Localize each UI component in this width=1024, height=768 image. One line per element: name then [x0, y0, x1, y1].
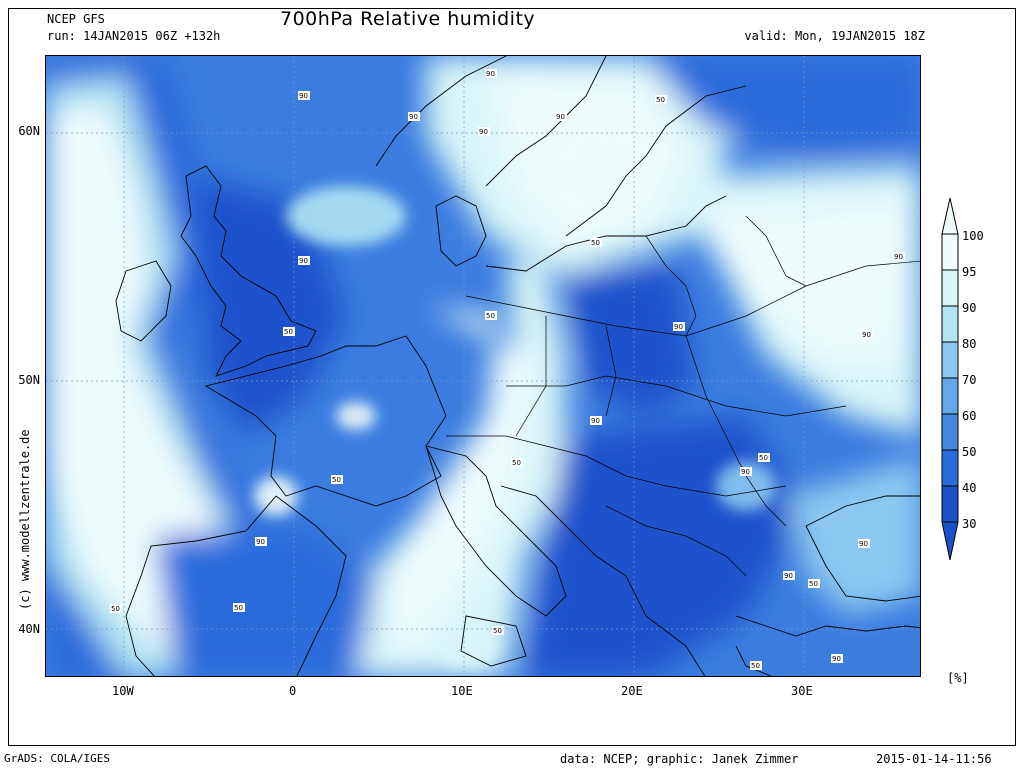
contour-label: 90	[479, 128, 488, 136]
contour-label-bg	[110, 604, 122, 613]
contour-label: 90	[409, 113, 418, 121]
contour-label: 90	[859, 540, 868, 548]
xtick-10w: 10W	[112, 684, 134, 698]
contour-label-bg	[255, 537, 267, 546]
contour-label: 90	[486, 70, 495, 78]
contour-label-bg	[590, 416, 602, 425]
contour-label: 90	[832, 655, 841, 663]
contour-label-bg	[555, 112, 567, 121]
contour-label: 90	[894, 253, 903, 261]
contour-labels: 90 90 90 50 90 90 90 50 90 50 50 90 90 50 90 50 50 90 50 90…	[110, 69, 905, 670]
contour-label: 50	[512, 459, 521, 467]
colorbar-label-40: 40	[962, 481, 977, 495]
contour-label-bg	[492, 626, 504, 635]
ytick-40n: 40N	[18, 622, 40, 636]
contour-label-bg	[783, 571, 795, 580]
contour-label: 50	[486, 312, 495, 320]
colorbar-label-90: 90	[962, 301, 977, 315]
footer-credit: data: NCEP; graphic: Janek Zimmer	[560, 752, 799, 766]
contour-label-bg	[298, 91, 310, 100]
colorbar-scale	[941, 197, 959, 561]
footer-software: GrADS: COLA/IGES	[4, 752, 110, 765]
colorbar-label-100: 100	[962, 229, 984, 243]
contour-label-bg	[485, 69, 497, 78]
contour-label-bg	[808, 579, 820, 588]
contour-label-bg	[740, 467, 752, 476]
contour-label-bg	[408, 112, 420, 121]
contour-label-bg	[861, 330, 873, 339]
contour-label-bg	[758, 453, 770, 462]
contour-label-bg	[858, 539, 870, 548]
contour-label-bg	[590, 238, 602, 247]
colorbar-label-50: 50	[962, 445, 977, 459]
contour-label: 50	[809, 580, 818, 588]
contour-label-bg	[233, 603, 245, 612]
contour-label: 90	[741, 468, 750, 476]
contour-label: 90	[299, 92, 308, 100]
contour-label-bg	[831, 654, 843, 663]
contour-label-bg	[283, 327, 295, 336]
colorbar-unit: [%]	[947, 671, 969, 685]
xtick-20e: 20E	[621, 684, 643, 698]
contour-label-bg	[331, 475, 343, 484]
contour-label: 90	[556, 113, 565, 121]
run-info: run: 14JAN2015 06Z +132h	[47, 29, 221, 43]
contour-label: 50	[759, 454, 768, 462]
contour-label-bg	[750, 661, 762, 670]
xtick-0: 0	[289, 684, 297, 698]
xtick-30e: 30E	[791, 684, 813, 698]
contour-label: 90	[256, 538, 265, 546]
contour-label: 50	[751, 662, 760, 670]
colorbar-label-30: 30	[962, 517, 977, 531]
coastlines	[115, 56, 920, 676]
contour-label: 50	[284, 328, 293, 336]
contour-label-bg	[655, 95, 667, 104]
plot-frame	[8, 8, 1016, 746]
contour-label: 50	[234, 604, 243, 612]
credit-vertical: (c) www.modellzentrale.de	[18, 429, 32, 610]
contour-label-bg	[485, 311, 497, 320]
contour-label-bg	[478, 127, 490, 136]
humidity-field: 90 90 90 50 90 90 90 50 90 50 50 90 90 50 90 50 50 90 50 90…	[46, 56, 920, 676]
contour-label: 50	[332, 476, 341, 484]
contour-label: 90	[862, 331, 871, 339]
contour-label: 90	[784, 572, 793, 580]
colorbar-label-80: 80	[962, 337, 977, 351]
contour-label: 90	[674, 323, 683, 331]
contour-label-bg	[511, 458, 523, 467]
contour-label: 90	[299, 257, 308, 265]
colorbar-label-70: 70	[962, 373, 977, 387]
xtick-10e: 10E	[451, 684, 473, 698]
colorbar-label-95: 95	[962, 265, 977, 279]
contour-label: 90	[591, 417, 600, 425]
colorbar-label-60: 60	[962, 409, 977, 423]
contour-label-bg	[298, 256, 310, 265]
ytick-60n: 60N	[18, 124, 40, 138]
map-title: 700hPa Relative humidity	[280, 8, 536, 30]
ytick-50n: 50N	[18, 373, 40, 387]
contour-label: 50	[656, 96, 665, 104]
contour-label-bg	[893, 252, 905, 261]
footer-timestamp: 2015-01-14-11:56	[876, 752, 992, 766]
contour-label: 50	[111, 605, 120, 613]
contour-label-bg	[673, 322, 685, 331]
model-name: NCEP GFS	[47, 12, 105, 26]
contour-label: 50	[493, 627, 502, 635]
contour-label: 50	[591, 239, 600, 247]
humidity-map: 90 90 90 50 90 90 90 50 90 50 50 90 90 50 90 50 50 90 50 90…	[45, 55, 921, 677]
valid-time: valid: Mon, 19JAN2015 18Z	[744, 29, 925, 43]
